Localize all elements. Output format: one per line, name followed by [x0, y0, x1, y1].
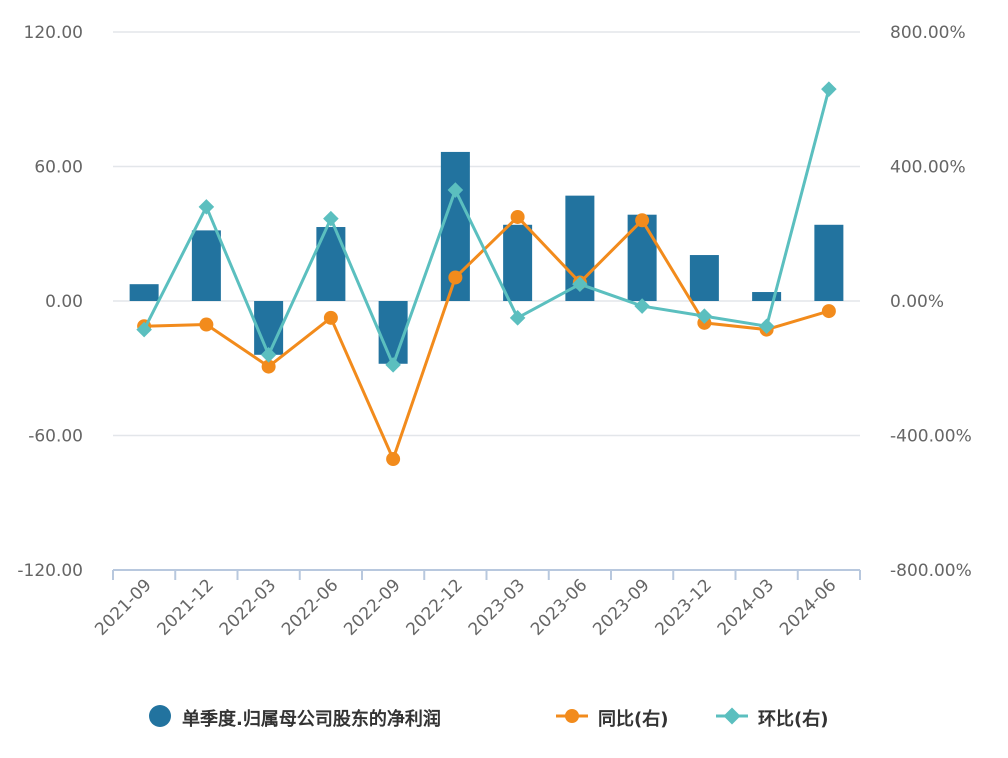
legend-item-net-profit[interactable]: 单季度.归属母公司股东的净利润 — [148, 700, 441, 736]
bar — [814, 224, 844, 301]
qoq-point — [136, 321, 152, 338]
bar — [503, 224, 533, 301]
x-tick-label: 2022-03 — [216, 575, 280, 639]
combo-chart: 120.00 60.00 0.00 -60.00 -120.00 800.00% 400.… — [17, 23, 972, 640]
right-tick-label: 400.00% — [890, 158, 966, 178]
qoq-line-series — [136, 81, 837, 373]
right-tick-label: -400.00% — [890, 427, 972, 447]
legend-item-qoq[interactable]: 环比(右) — [716, 700, 828, 736]
qoq-point — [509, 310, 526, 326]
x-tick-label: 2023-06 — [527, 575, 591, 639]
left-tick-label: 60.00 — [34, 158, 83, 178]
yoy-point — [821, 304, 836, 319]
x-tick-label: 2023-03 — [465, 575, 529, 639]
yoy-point — [323, 310, 338, 325]
left-tick-label: 120.00 — [24, 23, 83, 43]
yoy-point — [261, 359, 276, 374]
legend-line-dot-icon — [556, 704, 588, 733]
x-tick-label: 2024-06 — [776, 575, 840, 639]
qoq-point — [821, 81, 837, 97]
left-axis: 120.00 60.00 0.00 -60.00 -120.00 — [17, 23, 83, 581]
right-tick-label: 0.00% — [890, 292, 944, 312]
yoy-point — [635, 213, 650, 228]
left-tick-label: -60.00 — [28, 427, 83, 447]
yoy-point — [386, 452, 401, 467]
left-tick-label: -120.00 — [17, 561, 83, 581]
x-tick-label: 2022-12 — [403, 575, 467, 639]
bar-series — [129, 151, 844, 364]
legend-label-qoq: 环比(右) — [758, 709, 829, 730]
bar — [129, 284, 159, 301]
x-tick-label: 2021-12 — [154, 575, 218, 639]
qoq-line — [142, 88, 831, 367]
legend-item-yoy[interactable]: 同比(右) — [556, 700, 668, 736]
legend-line-diamond-icon — [716, 704, 748, 733]
right-tick-label: -800.00% — [890, 561, 972, 581]
yoy-point — [510, 209, 525, 224]
qoq-point — [323, 210, 339, 227]
x-tick-label: 2023-12 — [652, 575, 716, 639]
legend-label-yoy: 同比(右) — [598, 709, 669, 730]
x-tick-label: 2022-06 — [278, 575, 342, 639]
qoq-point — [198, 199, 215, 215]
x-tick-label: 2022-09 — [340, 575, 404, 639]
legend-label-net-profit: 单季度.归属母公司股东的净利润 — [182, 709, 441, 730]
grid-lines — [113, 31, 860, 437]
x-tick-label: 2024-03 — [714, 575, 778, 639]
qoq-point — [447, 182, 464, 198]
bar — [254, 301, 284, 355]
legend-circle-icon — [148, 704, 172, 733]
x-tick-label: 2023-09 — [589, 575, 653, 639]
bar — [378, 301, 408, 364]
x-tick-label: 2021-09 — [91, 575, 155, 639]
right-axis: 800.00% 400.00% 0.00% -400.00% -800.00% — [890, 23, 972, 581]
x-axis: 2021-092021-122022-032022-062022-092022-… — [91, 569, 861, 640]
bar — [627, 214, 657, 301]
yoy-line — [144, 215, 830, 461]
yoy-point — [448, 270, 463, 285]
right-tick-label: 800.00% — [890, 23, 966, 43]
bar — [752, 292, 782, 301]
yoy-line-series — [137, 209, 836, 467]
bar — [689, 255, 719, 301]
bar — [191, 230, 221, 301]
yoy-point — [199, 317, 214, 332]
legend: 单季度.归属母公司股东的净利润 同比(右) 环比(右) — [0, 700, 1008, 740]
left-tick-label: 0.00 — [45, 292, 83, 312]
